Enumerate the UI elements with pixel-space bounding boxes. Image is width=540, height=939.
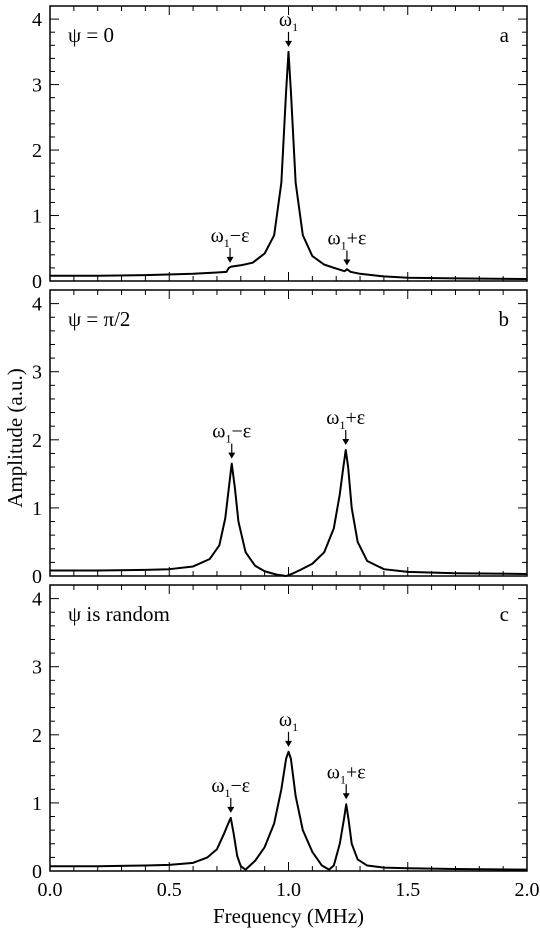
x-tick-label: 2.0 bbox=[515, 879, 540, 901]
peak-marker: ω1−ε bbox=[211, 775, 250, 813]
peak-label: ω1+ε bbox=[327, 761, 366, 786]
panel-b: 0 1 2 3 4 ψ = π/2 b ω1−ε ω1+ε bbox=[32, 289, 528, 588]
peak-marker: ω1+ε bbox=[328, 228, 367, 266]
y-tick-label: 0 bbox=[32, 566, 42, 588]
y-tick-label: 4 bbox=[32, 589, 42, 611]
arrow-head bbox=[226, 256, 234, 263]
y-tick-label: 4 bbox=[32, 294, 42, 316]
panel-letter: c bbox=[500, 602, 509, 626]
series-line bbox=[50, 50, 528, 281]
series-line bbox=[50, 449, 528, 577]
plot-frame bbox=[49, 5, 528, 282]
peak-label: ω1+ε bbox=[326, 407, 365, 432]
arrow-head bbox=[343, 259, 351, 266]
arrow-head bbox=[285, 40, 292, 47]
arrow-head bbox=[285, 740, 292, 747]
y-tick-label: 2 bbox=[32, 430, 42, 452]
peak-marker: ω1 bbox=[279, 709, 298, 747]
x-tick-label: 0.0 bbox=[38, 879, 63, 901]
panel-annotation: ψ = π/2 bbox=[68, 307, 130, 331]
x-axis-label: Frequency (MHz) bbox=[213, 904, 364, 928]
y-tick-label: 3 bbox=[32, 75, 42, 97]
y-tick-label: 2 bbox=[32, 725, 42, 747]
peak-marker: ω1+ε bbox=[327, 761, 366, 800]
y-tick-label: 3 bbox=[32, 362, 42, 384]
x-tick-label: 1.0 bbox=[276, 879, 301, 901]
x-tick-label: 1.5 bbox=[395, 879, 420, 901]
y-tick-label: 1 bbox=[32, 793, 42, 815]
y-tick-label: 1 bbox=[32, 498, 42, 520]
panel-annotation: ψ = 0 bbox=[68, 23, 114, 47]
y-tick-label: 0 bbox=[32, 861, 42, 883]
peak-label: ω1−ε bbox=[211, 225, 250, 250]
panel-c: 0 1 2 3 4 ψ is random c ω1−ε ω1 ω1+ε 0.0 0.5 1.0 1.5 2… bbox=[32, 584, 540, 901]
y-tick-label: 4 bbox=[32, 9, 42, 31]
peak-marker: ω1−ε bbox=[212, 421, 251, 459]
y-tick-label: 1 bbox=[32, 206, 42, 228]
peak-marker: ω1+ε bbox=[326, 407, 365, 446]
arrow-head bbox=[227, 806, 235, 813]
panel-letter: b bbox=[499, 307, 510, 331]
arrow-head bbox=[342, 793, 350, 800]
panel-a: 0 1 2 3 4 ψ = 0 a ω1−ε ω1 ω1+ε bbox=[32, 5, 528, 293]
arrow-head bbox=[228, 452, 236, 459]
peak-label: ω1−ε bbox=[212, 421, 251, 446]
peak-label: ω1 bbox=[279, 709, 298, 734]
panel-letter: a bbox=[500, 23, 510, 47]
plot-frame bbox=[49, 289, 528, 577]
y-tick-label: 3 bbox=[32, 657, 42, 679]
peak-label: ω1−ε bbox=[211, 775, 250, 800]
peak-marker: ω1 bbox=[279, 9, 298, 47]
peak-marker: ω1−ε bbox=[211, 225, 250, 263]
arrow-head bbox=[342, 439, 350, 446]
peak-label: ω1+ε bbox=[328, 228, 367, 253]
y-axis-label: Amplitude (a.u.) bbox=[3, 368, 27, 507]
series-line bbox=[50, 750, 528, 871]
peak-label: ω1 bbox=[279, 9, 298, 34]
y-tick-label: 0 bbox=[32, 271, 42, 293]
panel-annotation: ψ is random bbox=[68, 602, 170, 626]
y-tick-label: 2 bbox=[32, 140, 42, 162]
x-tick-label: 0.5 bbox=[157, 879, 182, 901]
